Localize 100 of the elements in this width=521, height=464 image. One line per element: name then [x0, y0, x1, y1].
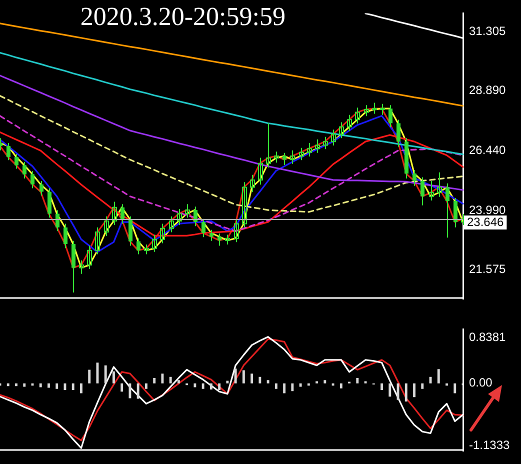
bar — [194, 383, 196, 388]
candlestick — [388, 104, 392, 128]
candlestick — [420, 176, 424, 206]
bar — [88, 370, 91, 384]
bar — [136, 383, 140, 399]
bar — [39, 383, 42, 388]
candlestick — [202, 218, 206, 238]
candlestick — [454, 198, 458, 228]
candlestick — [437, 172, 442, 198]
bar — [250, 374, 254, 384]
bar — [112, 371, 115, 384]
bar — [80, 383, 82, 394]
bar — [169, 376, 172, 384]
candlestick — [169, 216, 174, 233]
bar — [283, 383, 286, 394]
candlestick — [274, 151, 279, 164]
bar — [307, 383, 310, 386]
bar — [144, 383, 148, 389]
candlestick — [347, 114, 352, 132]
candlestick — [242, 182, 247, 228]
candlestick — [250, 174, 255, 192]
candlestick — [128, 216, 132, 246]
bar — [177, 380, 180, 384]
candlestick — [64, 223, 68, 249]
candlestick — [339, 122, 344, 139]
bar — [128, 383, 132, 398]
candlestick — [120, 204, 124, 224]
line-series — [0, 95, 464, 213]
bar — [56, 383, 58, 389]
bar — [104, 365, 107, 384]
candlestick — [446, 182, 450, 238]
candlestick — [194, 206, 198, 227]
bar — [421, 383, 424, 389]
candlestick — [323, 136, 328, 150]
bar — [274, 383, 278, 389]
bar — [6, 383, 10, 386]
bar — [23, 383, 26, 387]
candlestick — [160, 223, 165, 244]
candlestick — [282, 152, 286, 166]
bar — [15, 383, 18, 386]
y-tick-label: 28.890 — [469, 83, 506, 98]
candlestick — [185, 204, 190, 218]
candlestick — [225, 234, 230, 246]
candlestick — [177, 208, 182, 226]
candlestick — [56, 210, 60, 232]
bar — [380, 383, 383, 390]
candlestick — [266, 122, 271, 168]
candlestick — [152, 234, 157, 252]
bar — [258, 376, 262, 384]
y-tick-label: 0.00 — [469, 376, 493, 390]
bar — [437, 369, 440, 384]
candlestick — [104, 216, 109, 236]
candlestick — [372, 102, 377, 114]
candlestick — [412, 169, 416, 186]
candlestick — [210, 229, 214, 242]
bar — [210, 383, 212, 390]
candlestick — [136, 238, 140, 255]
bar — [340, 383, 342, 388]
bar — [446, 383, 448, 386]
candlestick — [380, 103, 385, 116]
bar — [161, 374, 164, 384]
candlestick — [79, 260, 84, 274]
bar — [242, 370, 245, 384]
candlestick — [364, 104, 369, 117]
candlestick — [299, 147, 304, 161]
candlestick — [112, 201, 117, 226]
candlestick — [95, 226, 100, 255]
candlestick — [144, 244, 149, 255]
y-tick-label: 26.440 — [469, 142, 506, 157]
bar — [324, 380, 326, 384]
candlestick — [22, 161, 26, 179]
y-tick-label: 0.8381 — [469, 330, 506, 344]
candlestick — [40, 180, 44, 196]
bar — [454, 383, 456, 394]
candlestick — [315, 138, 320, 154]
candlestick — [307, 142, 312, 157]
bar — [234, 368, 237, 384]
candlestick — [48, 188, 52, 218]
candlestick — [30, 170, 34, 189]
bar — [266, 380, 270, 384]
bar — [48, 383, 50, 388]
candlestick — [290, 150, 295, 164]
bar — [299, 383, 302, 387]
candlestick — [258, 157, 263, 186]
bar — [388, 383, 392, 397]
candlestick — [72, 240, 76, 293]
bar — [332, 383, 334, 386]
bar — [413, 383, 416, 398]
candlestick — [234, 218, 239, 243]
y-tick-label: 23.990 — [469, 202, 506, 217]
bar — [291, 383, 294, 392]
chart-title: 2020.3.20-20:59:59 — [80, 2, 286, 31]
candlestick — [331, 129, 336, 146]
candlestick — [218, 233, 222, 246]
candlestick — [429, 180, 434, 202]
bar — [404, 383, 408, 402]
bar — [72, 383, 74, 390]
candlestick — [87, 245, 92, 270]
bar — [226, 380, 229, 384]
candlestick — [355, 107, 360, 124]
